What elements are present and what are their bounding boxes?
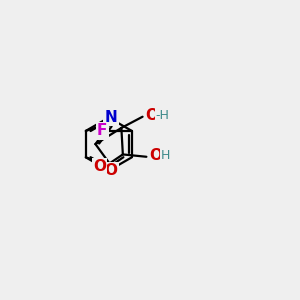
Text: N: N bbox=[105, 110, 117, 125]
Text: F: F bbox=[97, 123, 107, 138]
Text: O: O bbox=[93, 159, 106, 174]
Text: O: O bbox=[104, 163, 118, 178]
Text: O: O bbox=[145, 108, 158, 123]
Text: -H: -H bbox=[155, 109, 170, 122]
Text: O: O bbox=[149, 148, 162, 163]
Text: H: H bbox=[161, 149, 170, 162]
